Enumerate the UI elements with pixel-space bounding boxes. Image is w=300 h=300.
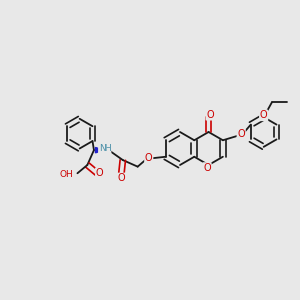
Text: O: O [145,153,153,164]
Text: N: N [99,144,106,153]
Text: O: O [206,110,214,120]
Polygon shape [95,148,104,153]
Text: O: O [117,173,125,183]
Text: O: O [260,110,268,120]
Text: H: H [104,144,111,153]
Text: O: O [237,129,245,140]
Text: O: O [96,168,104,178]
Text: O: O [203,163,211,173]
Text: OH: OH [60,170,74,179]
